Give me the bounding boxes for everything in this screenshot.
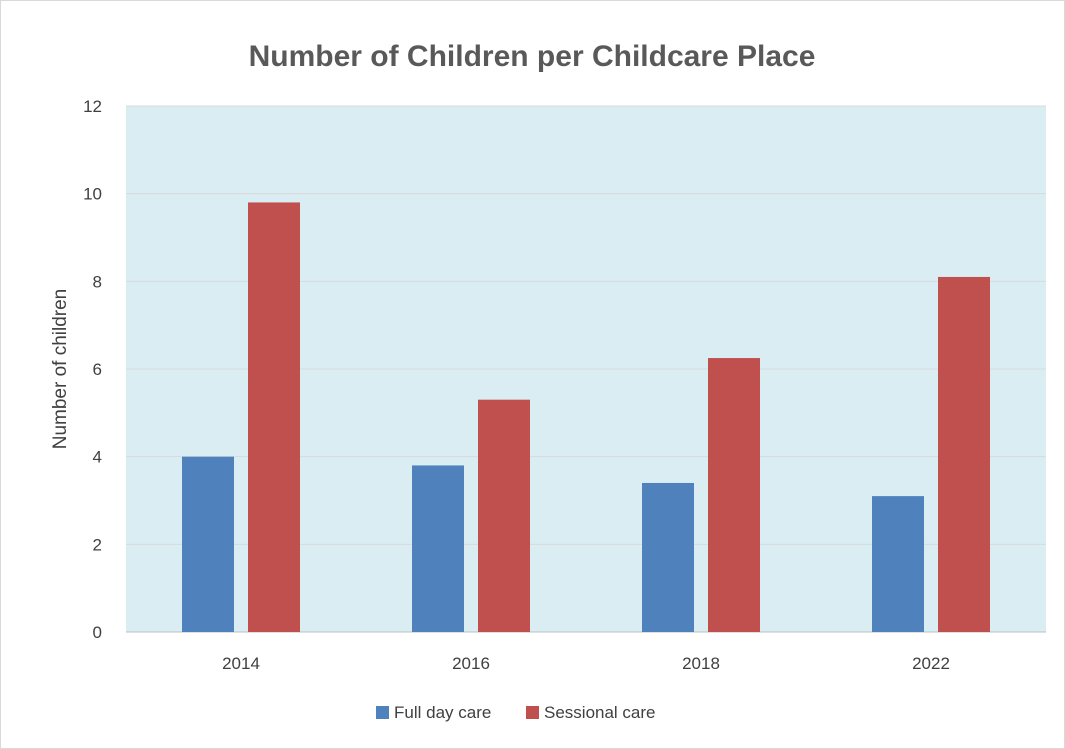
- y-tick-label: 10: [83, 185, 102, 204]
- legend: Full day care Sessional care: [376, 703, 656, 722]
- bar-sessional-care-2016: [478, 399, 530, 632]
- x-axis-ticks: 2014 2016 2018 2022: [222, 654, 950, 673]
- x-tick-label: 2016: [452, 654, 490, 673]
- y-tick-label: 0: [93, 623, 102, 642]
- y-tick-label: 12: [83, 97, 102, 116]
- chart-title: Number of Children per Childcare Place: [249, 40, 816, 73]
- bar-sessional-care-2014: [248, 202, 300, 632]
- y-tick-label: 4: [93, 448, 102, 467]
- bars: [182, 202, 990, 632]
- legend-label: Sessional care: [544, 703, 656, 722]
- bar-sessional-care-2022: [938, 276, 990, 632]
- legend-label: Full day care: [394, 703, 491, 722]
- bar-full-day-care-2022: [872, 496, 924, 632]
- y-axis-ticks: 0 2 4 6 8 10 12: [83, 97, 102, 642]
- y-axis-label: Number of children: [50, 289, 71, 450]
- y-tick-label: 8: [93, 272, 102, 291]
- bar-full-day-care-2018: [642, 482, 694, 632]
- x-tick-label: 2014: [222, 654, 260, 673]
- legend-swatch-sessional-care: [526, 706, 539, 719]
- x-tick-label: 2018: [682, 654, 720, 673]
- legend-swatch-full-day-care: [376, 706, 389, 719]
- y-tick-label: 2: [93, 535, 102, 554]
- y-tick-label: 6: [93, 360, 102, 379]
- bar-sessional-care-2018: [708, 358, 760, 632]
- x-tick-label: 2022: [912, 654, 950, 673]
- bar-full-day-care-2014: [182, 456, 234, 632]
- bar-full-day-care-2016: [412, 465, 464, 632]
